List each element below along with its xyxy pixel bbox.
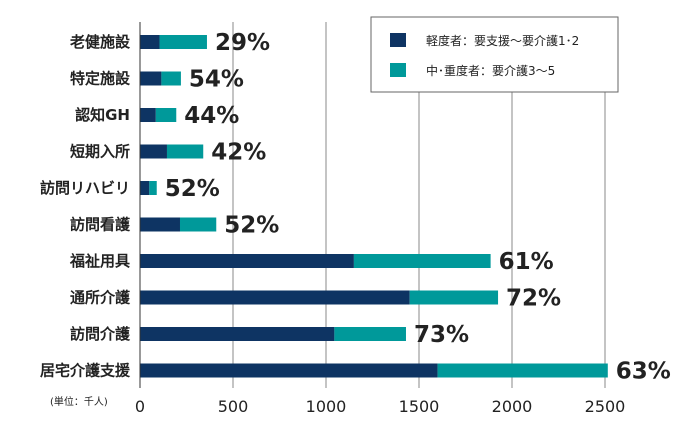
x-tick-label: 1500: [399, 397, 440, 416]
bar-segment-severe: [353, 254, 491, 268]
category-label: 短期入所: [70, 143, 130, 161]
bars: [140, 35, 608, 378]
category-label: 居宅介護支援: [40, 362, 131, 380]
bar-segment-severe: [159, 35, 207, 49]
x-tick-label: 2000: [492, 397, 533, 416]
bar-segment-mild: [140, 363, 438, 378]
x-tick-labels: 0 500 1000 1500 2000 2500: [135, 397, 625, 416]
percent-label: 44%: [184, 103, 239, 129]
bar-segment-mild: [140, 327, 335, 341]
bar-segment-severe: [179, 217, 217, 232]
category-label: 訪問看護: [70, 216, 131, 234]
x-tick-label: 1000: [306, 397, 347, 416]
legend-swatch-severe: [390, 63, 406, 77]
category-label: 認知GH: [75, 106, 130, 124]
bar-segment-severe: [437, 363, 608, 378]
bar-segment-mild: [140, 290, 410, 305]
legend-label-severe: 中･重度者：要介護3～5: [426, 63, 555, 78]
percent-label: 29%: [215, 30, 270, 56]
legend-swatch-mild: [390, 33, 406, 47]
unit-label: (単位：千人): [50, 395, 108, 408]
percent-labels: 29% 54% 44% 42% 52%52% 61% 72% 73% 63%: [165, 30, 671, 385]
legend-label-mild: 軽度者：要支援～要介護1･2: [426, 33, 579, 48]
bar-segment-mild: [140, 35, 160, 49]
bar-segment-mild: [140, 254, 354, 268]
category-label: 福祉用具: [69, 252, 130, 270]
x-tick-label: 0: [135, 397, 145, 416]
bar-segment-mild: [140, 217, 180, 232]
percent-label: 72%: [506, 286, 561, 312]
legend: 軽度者：要支援～要介護1･2 中･重度者：要介護3～5: [370, 16, 619, 93]
percent-label: 42%: [211, 140, 266, 166]
category-label: 老健施設: [69, 33, 131, 51]
percent-label: 52%: [165, 176, 220, 202]
bar-segment-mild: [140, 144, 167, 159]
x-tick-label: 500: [218, 397, 249, 416]
bar-segment-severe: [334, 327, 406, 341]
x-tick-label: 2500: [585, 397, 626, 416]
bar-segment-mild: [140, 108, 156, 122]
bar-segment-severe: [166, 144, 204, 159]
legend-box: [370, 16, 619, 93]
category-label: 訪問リハビリ: [40, 179, 130, 197]
percent-label: 54%: [189, 67, 244, 93]
bar-segment-severe: [155, 108, 177, 122]
category-label: 通所介護: [70, 289, 131, 307]
bar-segment-severe: [409, 290, 499, 305]
bar-segment-mild: [140, 71, 162, 86]
category-label: 特定施設: [70, 70, 131, 88]
bar-segment-severe: [161, 71, 181, 86]
bar-segment-mild: [140, 181, 150, 195]
percent-label: 52%: [224, 213, 279, 239]
percent-label: 63%: [616, 359, 671, 385]
category-label: 訪問介護: [70, 325, 131, 343]
bar-segment-severe: [149, 181, 157, 195]
percent-label: 61%: [499, 249, 554, 275]
percent-label: 73%: [414, 322, 469, 348]
